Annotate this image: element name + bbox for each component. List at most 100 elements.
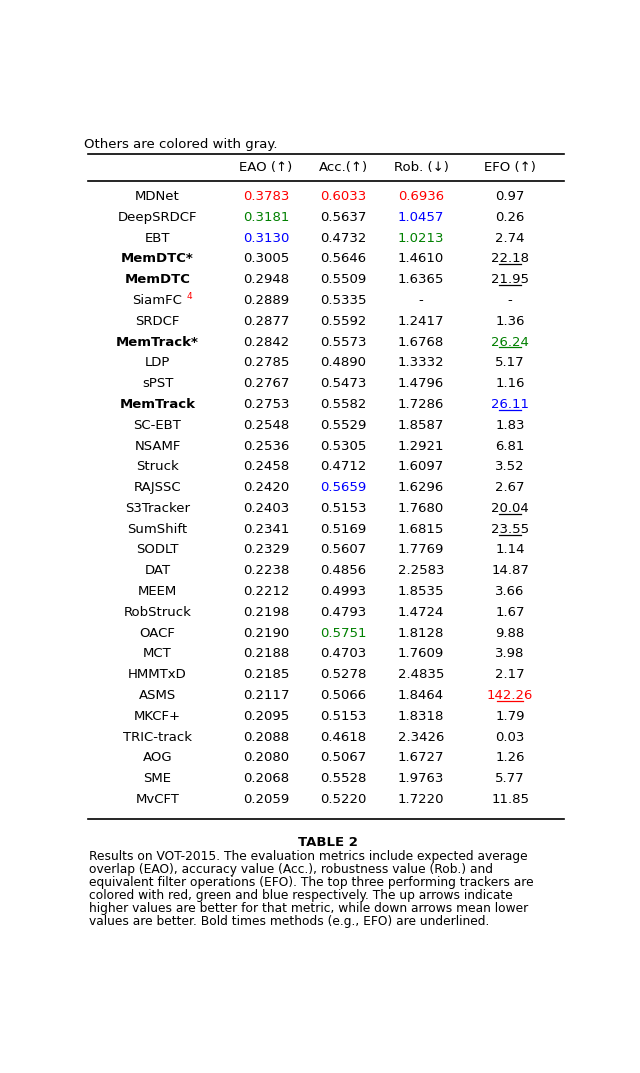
Text: RobStruck: RobStruck xyxy=(124,606,191,619)
Text: 0.2842: 0.2842 xyxy=(243,336,289,349)
Text: 0.5573: 0.5573 xyxy=(320,336,367,349)
Text: 11.85: 11.85 xyxy=(491,793,529,806)
Text: 1.14: 1.14 xyxy=(495,543,525,557)
Text: 0.2785: 0.2785 xyxy=(243,356,289,369)
Text: 0.2068: 0.2068 xyxy=(243,773,289,785)
Text: MEEM: MEEM xyxy=(138,585,177,598)
Text: 23.55: 23.55 xyxy=(491,523,529,535)
Text: MvCFT: MvCFT xyxy=(136,793,179,806)
Text: 1.36: 1.36 xyxy=(495,314,525,327)
Text: Results on VOT-2015. The evaluation metrics include expected average: Results on VOT-2015. The evaluation metr… xyxy=(90,850,528,863)
Text: 0.5529: 0.5529 xyxy=(320,418,367,431)
Text: SME: SME xyxy=(143,773,172,785)
Text: 1.83: 1.83 xyxy=(495,418,525,431)
Text: LDP: LDP xyxy=(145,356,170,369)
Text: 0.5659: 0.5659 xyxy=(321,481,367,494)
Text: 0.2190: 0.2190 xyxy=(243,627,289,640)
Text: 1.7769: 1.7769 xyxy=(398,543,444,557)
Text: 0.2948: 0.2948 xyxy=(243,274,289,286)
Text: MemTrack: MemTrack xyxy=(120,398,195,411)
Text: 2.2583: 2.2583 xyxy=(397,564,444,577)
Text: 1.6365: 1.6365 xyxy=(398,274,444,286)
Text: 0.6936: 0.6936 xyxy=(398,190,444,203)
Text: 0.26: 0.26 xyxy=(495,210,525,224)
Text: 22.18: 22.18 xyxy=(491,252,529,265)
Text: MCT: MCT xyxy=(143,647,172,660)
Text: NSAMF: NSAMF xyxy=(134,440,180,453)
Text: Rob. (↓): Rob. (↓) xyxy=(394,161,449,174)
Text: 0.5067: 0.5067 xyxy=(321,751,367,764)
Text: 1.16: 1.16 xyxy=(495,377,525,391)
Text: 1.7220: 1.7220 xyxy=(397,793,444,806)
Text: MemDTC*: MemDTC* xyxy=(121,252,194,265)
Text: 0.2420: 0.2420 xyxy=(243,481,289,494)
Text: 0.2341: 0.2341 xyxy=(243,523,289,535)
Text: 5.17: 5.17 xyxy=(495,356,525,369)
Text: 0.4618: 0.4618 xyxy=(321,731,367,744)
Text: 1.26: 1.26 xyxy=(495,751,525,764)
Text: MemDTC: MemDTC xyxy=(125,274,191,286)
Text: 0.2185: 0.2185 xyxy=(243,668,289,681)
Text: AOG: AOG xyxy=(143,751,172,764)
Text: 0.2889: 0.2889 xyxy=(243,294,289,307)
Text: 1.6815: 1.6815 xyxy=(398,523,444,535)
Text: 0.2080: 0.2080 xyxy=(243,751,289,764)
Text: 0.3005: 0.3005 xyxy=(243,252,289,265)
Text: 1.4796: 1.4796 xyxy=(398,377,444,391)
Text: 1.6768: 1.6768 xyxy=(398,336,444,349)
Text: 0.5220: 0.5220 xyxy=(320,793,367,806)
Text: 0.2212: 0.2212 xyxy=(243,585,289,598)
Text: 1.3332: 1.3332 xyxy=(397,356,444,369)
Text: 1.2417: 1.2417 xyxy=(397,314,444,327)
Text: 0.5473: 0.5473 xyxy=(320,377,367,391)
Text: 2.74: 2.74 xyxy=(495,232,525,245)
Text: 0.5528: 0.5528 xyxy=(320,773,367,785)
Text: -: - xyxy=(419,294,424,307)
Text: SODLT: SODLT xyxy=(136,543,179,557)
Text: 2.67: 2.67 xyxy=(495,481,525,494)
Text: EFO (↑): EFO (↑) xyxy=(484,161,536,174)
Text: 1.8587: 1.8587 xyxy=(398,418,444,431)
Text: S3Tracker: S3Tracker xyxy=(125,502,190,515)
Text: SumShift: SumShift xyxy=(127,523,188,535)
Text: ASMS: ASMS xyxy=(139,689,176,702)
Text: 0.4856: 0.4856 xyxy=(321,564,367,577)
Text: 142.26: 142.26 xyxy=(487,689,533,702)
Text: 1.4610: 1.4610 xyxy=(398,252,444,265)
Text: 0.2329: 0.2329 xyxy=(243,543,289,557)
Text: 0.2238: 0.2238 xyxy=(243,564,289,577)
Text: Struck: Struck xyxy=(136,460,179,473)
Text: 0.5592: 0.5592 xyxy=(320,314,367,327)
Text: SiamFC: SiamFC xyxy=(132,294,182,307)
Text: 2.3426: 2.3426 xyxy=(398,731,444,744)
Text: 1.8318: 1.8318 xyxy=(398,709,444,723)
Text: 0.5153: 0.5153 xyxy=(320,502,367,515)
Text: 2.17: 2.17 xyxy=(495,668,525,681)
Text: 0.5066: 0.5066 xyxy=(321,689,367,702)
Text: 0.5305: 0.5305 xyxy=(320,440,367,453)
Text: 14.87: 14.87 xyxy=(491,564,529,577)
Text: 4: 4 xyxy=(187,292,193,302)
Text: RAJSSC: RAJSSC xyxy=(134,481,181,494)
Text: 0.2403: 0.2403 xyxy=(243,502,289,515)
Text: MKCF+: MKCF+ xyxy=(134,709,181,723)
Text: SC-EBT: SC-EBT xyxy=(134,418,181,431)
Text: 21.95: 21.95 xyxy=(491,274,529,286)
Text: 0.5153: 0.5153 xyxy=(320,709,367,723)
Text: 1.6727: 1.6727 xyxy=(397,751,444,764)
Text: 0.03: 0.03 xyxy=(495,731,525,744)
Text: 1.8464: 1.8464 xyxy=(398,689,444,702)
Text: 0.2198: 0.2198 xyxy=(243,606,289,619)
Text: 1.6097: 1.6097 xyxy=(398,460,444,473)
Text: 0.2753: 0.2753 xyxy=(243,398,289,411)
Text: 0.6033: 0.6033 xyxy=(321,190,367,203)
Text: 3.52: 3.52 xyxy=(495,460,525,473)
Text: 0.2548: 0.2548 xyxy=(243,418,289,431)
Text: 9.88: 9.88 xyxy=(495,627,525,640)
Text: 3.66: 3.66 xyxy=(495,585,525,598)
Text: 0.5582: 0.5582 xyxy=(320,398,367,411)
Text: 0.4890: 0.4890 xyxy=(321,356,367,369)
Text: Others are colored with gray.: Others are colored with gray. xyxy=(84,138,277,151)
Text: 0.5509: 0.5509 xyxy=(321,274,367,286)
Text: TABLE 2: TABLE 2 xyxy=(298,836,358,849)
